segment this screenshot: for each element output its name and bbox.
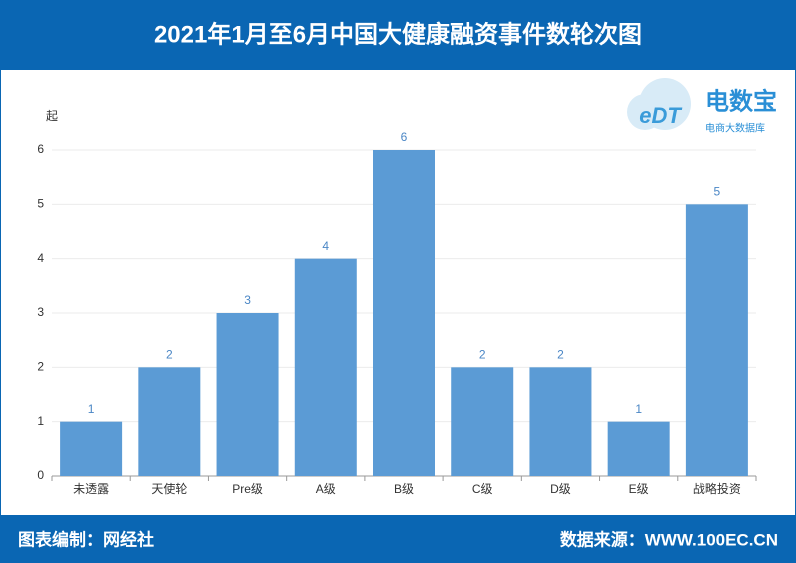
logo-tagline: 电商大数据库	[705, 122, 765, 135]
chart-title: 2021年1月至6月中国大健康融资事件数轮次图	[154, 20, 642, 48]
footer-right: 数据来源：WWW.100EC.CN	[560, 529, 778, 549]
logo: eDT 电数宝 电商大数据库	[627, 78, 777, 135]
bar	[529, 367, 592, 476]
footer-left: 图表编制：网经社	[18, 529, 154, 549]
value-label: 4	[322, 239, 329, 253]
x-tick-label: C级	[472, 482, 493, 496]
bar	[294, 258, 357, 476]
x-tick-label: B级	[394, 482, 414, 496]
y-tick-label: 1	[37, 414, 44, 428]
bar	[60, 421, 123, 476]
logo-cloud	[627, 94, 663, 130]
logo-name: 电数宝	[705, 87, 777, 115]
y-tick-label: 0	[37, 468, 44, 482]
value-label: 1	[88, 402, 95, 416]
x-tick-label: 天使轮	[151, 481, 187, 496]
header-bar	[0, 0, 796, 70]
value-label: 1	[635, 402, 642, 416]
x-tick-label: A级	[316, 482, 336, 496]
bar	[607, 421, 670, 476]
x-tick-label: 战略投资	[693, 481, 741, 496]
y-tick-label: 5	[37, 197, 44, 211]
y-axis-label: 起	[46, 109, 58, 123]
value-label: 6	[401, 130, 408, 144]
x-tick-label: D级	[550, 482, 571, 496]
logo-mark: eDT	[639, 103, 682, 128]
footer-bar	[0, 515, 796, 563]
x-tick-label: E级	[629, 482, 649, 496]
y-tick-label: 2	[37, 360, 44, 374]
x-tick-label: Pre级	[232, 482, 263, 496]
bar	[451, 367, 514, 476]
y-tick-label: 4	[37, 251, 44, 265]
value-label: 2	[166, 348, 173, 362]
x-tick-label: 未透露	[73, 482, 109, 496]
value-label: 2	[557, 348, 564, 362]
value-label: 3	[244, 293, 251, 307]
value-label: 5	[714, 185, 721, 199]
bar	[373, 150, 435, 476]
y-tick-label: 3	[37, 305, 44, 319]
bar	[216, 313, 279, 476]
bar	[685, 204, 748, 477]
y-tick-label: 6	[37, 142, 44, 156]
bar	[138, 367, 201, 476]
value-label: 2	[479, 348, 486, 362]
